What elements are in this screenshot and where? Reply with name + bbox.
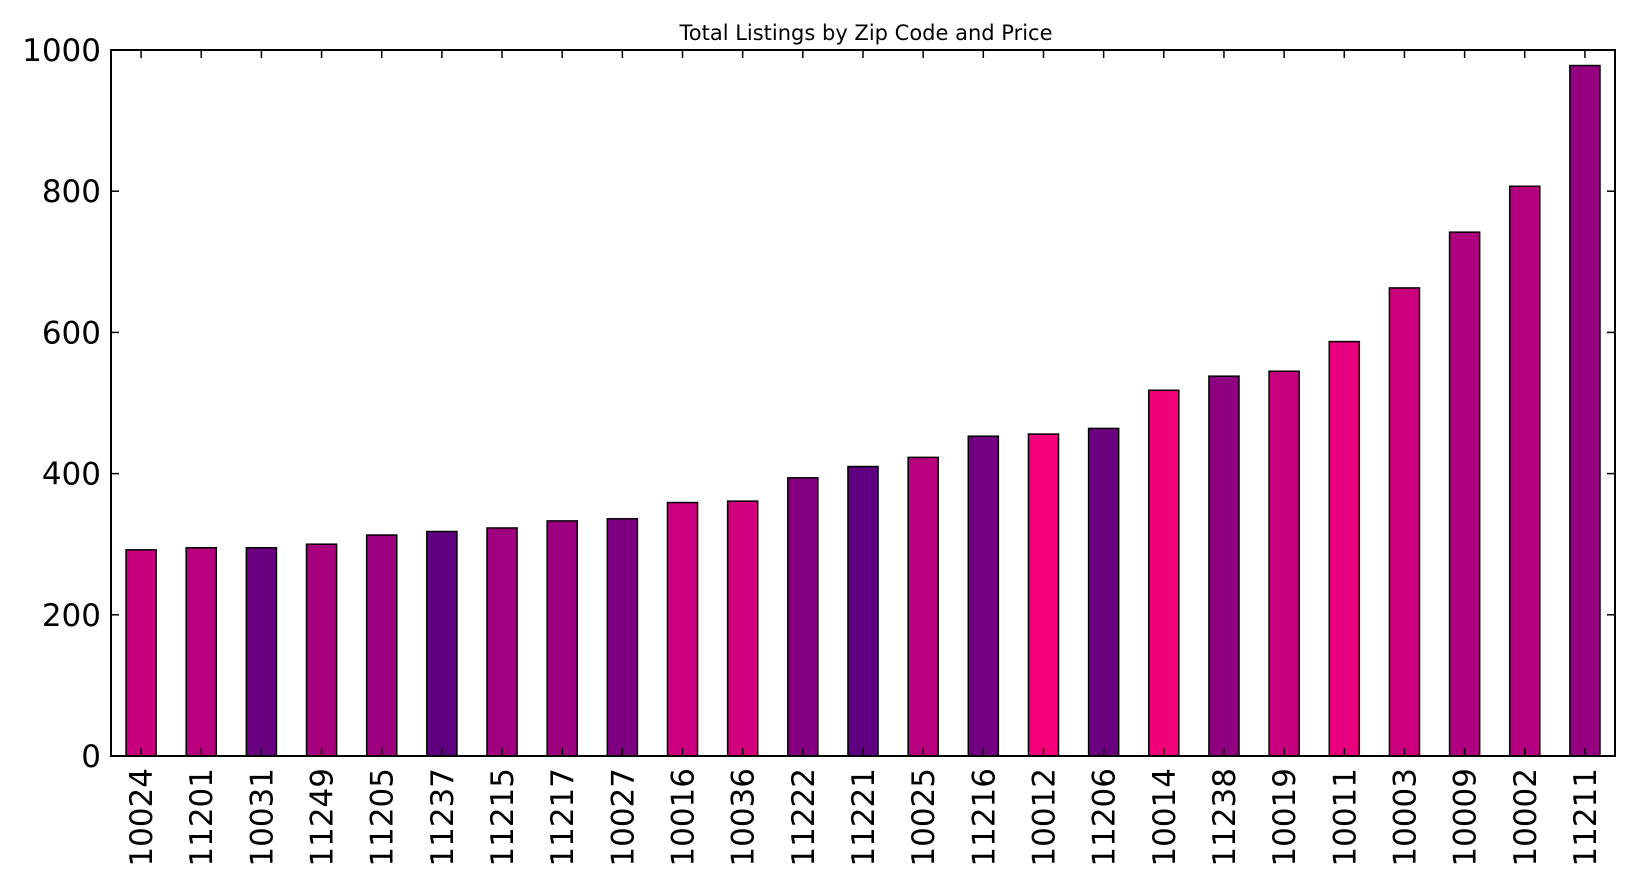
x-tick-label: 11206 (1087, 768, 1123, 867)
x-tick-label: 10003 (1387, 768, 1423, 867)
bar-10027 (606, 518, 639, 757)
bar-10002 (1508, 185, 1541, 757)
bar-10019 (1268, 370, 1300, 757)
bar-10036 (726, 500, 759, 757)
bar-11238 (1208, 375, 1240, 757)
x-tick-label: 10036 (726, 768, 762, 867)
bar-11215 (486, 527, 518, 757)
bar-11221 (847, 465, 879, 757)
x-tick-label: 10009 (1448, 768, 1484, 867)
bar-11217 (546, 520, 578, 757)
x-tick-label: 10025 (906, 768, 942, 867)
bar-11206 (1087, 427, 1120, 757)
y-tick-labels: 0 200 400 600 800 1000 (22, 33, 101, 775)
bar-11201 (185, 546, 218, 757)
x-tick-label: 10019 (1267, 768, 1303, 867)
bar-11237 (426, 530, 458, 757)
bar-10012 (1027, 433, 1060, 757)
x-tick-label: 10002 (1508, 768, 1544, 867)
bar-10003 (1388, 287, 1421, 757)
y-tick-label: 1000 (22, 33, 101, 69)
y-tick-label: 600 (42, 315, 101, 351)
bar-10014 (1148, 389, 1180, 757)
bar-11211 (1569, 64, 1601, 757)
x-tick-label: 11249 (305, 768, 341, 867)
bar-10016 (666, 501, 699, 757)
x-tick-label: 11237 (425, 768, 461, 867)
bar-10024 (125, 549, 157, 757)
x-tick-label: 10012 (1026, 768, 1062, 867)
x-tick-labels: 10024 11201 10031 11249 11205 11237 11215 11217… (124, 768, 1604, 867)
bar-10009 (1448, 231, 1481, 757)
x-tick-label: 10016 (666, 768, 702, 867)
x-tick-label: 10011 (1327, 768, 1363, 867)
x-tick-label: 11205 (365, 768, 401, 867)
x-tick-label: 11221 (846, 768, 882, 867)
x-tick-label: 11201 (184, 768, 220, 867)
y-tick-label: 400 (42, 457, 101, 493)
plot-frame (110, 49, 1616, 757)
x-tick-label: 11211 (1568, 768, 1604, 867)
x-tick-label: 10014 (1147, 768, 1183, 867)
bar-10031 (245, 546, 278, 757)
bars-layer (125, 64, 1601, 757)
chart-title: Total Listings by Zip Code and Price (678, 21, 1052, 45)
x-tick-label: 11238 (1207, 768, 1243, 867)
y-tick-label: 800 (42, 174, 101, 210)
y-tick-label: 0 (81, 739, 101, 775)
bar-10025 (907, 456, 939, 757)
bar-11222 (787, 477, 819, 757)
bar-10011 (1328, 340, 1361, 757)
x-tick-label: 11217 (545, 768, 581, 867)
x-tick-label: 10027 (605, 768, 641, 867)
x-tick-label: 11215 (485, 768, 521, 867)
y-tick-label: 200 (42, 598, 101, 634)
x-tick-label: 11216 (966, 768, 1002, 867)
x-tick-label: 10031 (244, 768, 280, 867)
x-tick-label: 10024 (124, 768, 160, 867)
bar-11249 (305, 543, 338, 757)
x-tick-label: 11222 (786, 768, 822, 867)
bar-11205 (365, 534, 398, 757)
bar-11216 (967, 435, 1000, 757)
